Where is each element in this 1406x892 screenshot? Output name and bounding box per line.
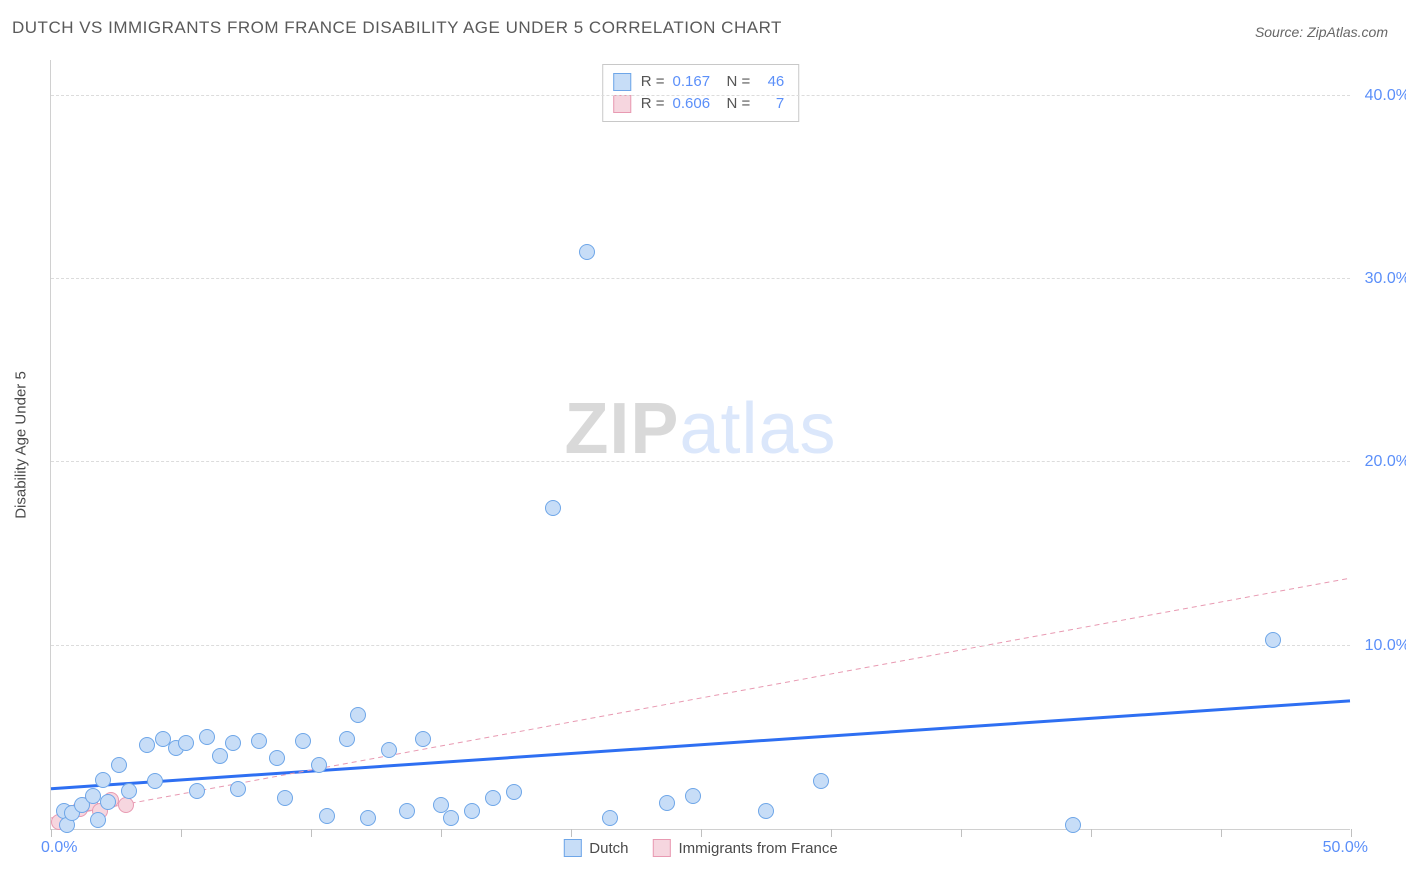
- data-point: [506, 784, 522, 800]
- data-point: [399, 803, 415, 819]
- data-point: [360, 810, 376, 826]
- gridline: [51, 278, 1350, 279]
- r-label: R =: [641, 93, 665, 115]
- swatch-france: [613, 95, 631, 113]
- x-tick: [181, 829, 182, 837]
- data-point: [758, 803, 774, 819]
- data-point: [1265, 632, 1281, 648]
- data-point: [251, 733, 267, 749]
- r-value-france: 0.606: [673, 93, 719, 115]
- y-tick-label: 10.0%: [1365, 637, 1406, 655]
- data-point: [295, 733, 311, 749]
- trend-lines: [51, 60, 1350, 829]
- legend-swatch: [563, 839, 581, 857]
- gridline: [51, 645, 1350, 646]
- legend-item: Dutch: [563, 839, 628, 857]
- x-tick: [1351, 829, 1352, 837]
- bottom-legend: Dutch Immigrants from France: [563, 839, 837, 857]
- data-point: [111, 757, 127, 773]
- x-tick: [311, 829, 312, 837]
- data-point: [350, 707, 366, 723]
- data-point: [485, 790, 501, 806]
- data-point: [90, 812, 106, 828]
- x-tick: [1221, 829, 1222, 837]
- stats-legend: R = 0.167 N = 46 R = 0.606 N = 7: [602, 64, 800, 122]
- n-label: N =: [727, 71, 751, 93]
- data-point: [1065, 817, 1081, 833]
- x-tick: [831, 829, 832, 837]
- data-point: [579, 244, 595, 260]
- legend-item: Immigrants from France: [652, 839, 837, 857]
- legend-swatch: [652, 839, 670, 857]
- data-point: [319, 808, 335, 824]
- data-point: [464, 803, 480, 819]
- data-point: [139, 737, 155, 753]
- source-credit: Source: ZipAtlas.com: [1255, 24, 1388, 40]
- trend-line: [51, 701, 1350, 789]
- r-value-dutch: 0.167: [673, 71, 719, 93]
- x-axis-min-label: 0.0%: [41, 839, 77, 857]
- r-label: R =: [641, 71, 665, 93]
- data-point: [813, 773, 829, 789]
- scatter-plot: Disability Age Under 5 0.0% 50.0% ZIPatl…: [50, 60, 1350, 830]
- x-tick: [701, 829, 702, 837]
- data-point: [121, 783, 137, 799]
- data-point: [118, 797, 134, 813]
- stats-row-dutch: R = 0.167 N = 46: [613, 71, 785, 93]
- n-value-france: 7: [758, 93, 784, 115]
- data-point: [189, 783, 205, 799]
- data-point: [230, 781, 246, 797]
- legend-label: Immigrants from France: [678, 840, 837, 857]
- data-point: [100, 794, 116, 810]
- y-axis-title: Disability Age Under 5: [13, 371, 30, 519]
- data-point: [381, 742, 397, 758]
- data-point: [85, 788, 101, 804]
- y-tick-label: 40.0%: [1365, 87, 1406, 105]
- y-tick-label: 20.0%: [1365, 453, 1406, 471]
- n-label: N =: [727, 93, 751, 115]
- data-point: [147, 773, 163, 789]
- gridline: [51, 95, 1350, 96]
- data-point: [339, 731, 355, 747]
- data-point: [443, 810, 459, 826]
- data-point: [685, 788, 701, 804]
- data-point: [277, 790, 293, 806]
- n-value-dutch: 46: [758, 71, 784, 93]
- data-point: [212, 748, 228, 764]
- data-point: [269, 750, 285, 766]
- data-point: [311, 757, 327, 773]
- x-tick: [1091, 829, 1092, 837]
- x-tick: [571, 829, 572, 837]
- data-point: [225, 735, 241, 751]
- trend-line: [51, 578, 1350, 818]
- gridline: [51, 461, 1350, 462]
- x-tick: [441, 829, 442, 837]
- data-point: [178, 735, 194, 751]
- y-tick-label: 30.0%: [1365, 270, 1406, 288]
- chart-title: DUTCH VS IMMIGRANTS FROM FRANCE DISABILI…: [12, 18, 782, 38]
- data-point: [95, 772, 111, 788]
- x-tick: [961, 829, 962, 837]
- data-point: [602, 810, 618, 826]
- swatch-dutch: [613, 73, 631, 91]
- data-point: [199, 729, 215, 745]
- data-point: [545, 500, 561, 516]
- data-point: [415, 731, 431, 747]
- x-tick: [51, 829, 52, 837]
- stats-row-france: R = 0.606 N = 7: [613, 93, 785, 115]
- x-axis-max-label: 50.0%: [1323, 839, 1368, 857]
- legend-label: Dutch: [589, 840, 628, 857]
- data-point: [659, 795, 675, 811]
